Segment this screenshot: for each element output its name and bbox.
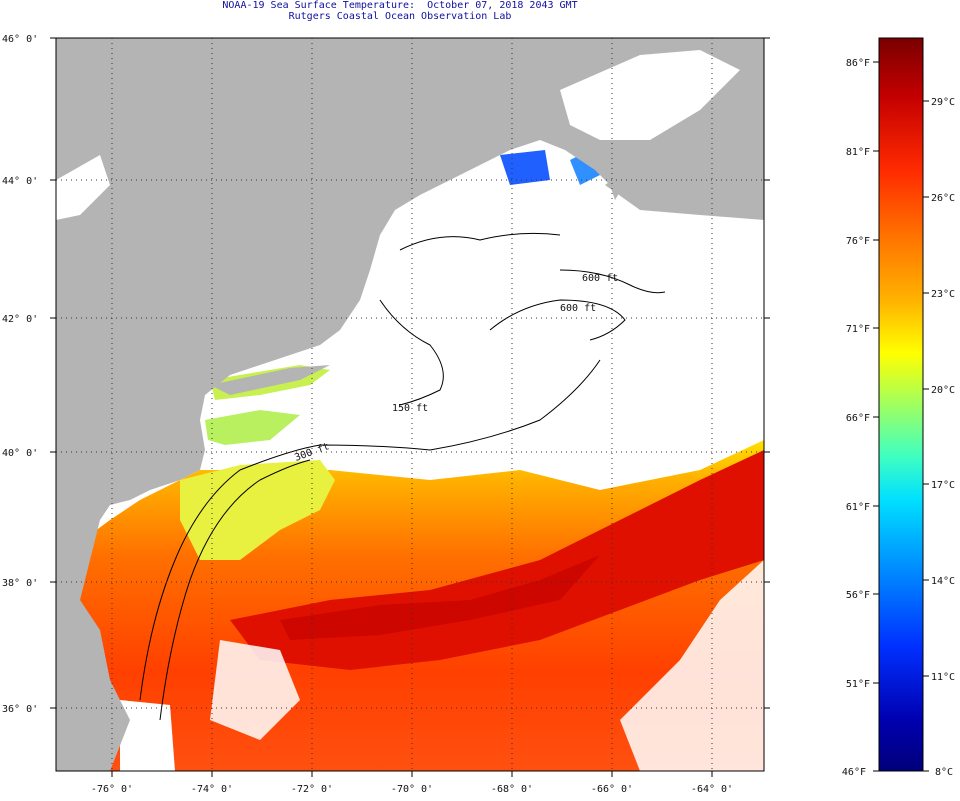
lat-label: 38° 0' (2, 578, 38, 589)
colorbar-c-label: 26°C (931, 193, 955, 204)
lat-label: 36° 0' (2, 704, 38, 715)
lat-label: 42° 0' (2, 314, 38, 325)
colorbar-c-label: 29°C (931, 97, 955, 108)
colorbar-f-label: 71°F (846, 324, 870, 335)
lon-label: -74° 0' (191, 784, 233, 795)
isobath-label: 600 ft (582, 273, 618, 284)
colorbar-ticks (873, 61, 929, 772)
colorbar-f-label: 46°F (842, 767, 866, 778)
isobath-label: 600 ft (560, 303, 596, 314)
colorbar-f-label: 81°F (846, 147, 870, 158)
colorbar-f-label: 76°F (846, 236, 870, 247)
graticule (56, 38, 764, 771)
colorbar-f-label: 66°F (846, 413, 870, 424)
colorbar-c-label: 11°C (931, 672, 955, 683)
lon-label: -76° 0' (91, 784, 133, 795)
colorbar-c-label: 23°C (931, 289, 955, 300)
lon-label: -68° 0' (491, 784, 533, 795)
colorbar-f-label: 56°F (846, 590, 870, 601)
lon-label: -66° 0' (591, 784, 633, 795)
map-frame (55, 37, 765, 772)
shelf-water (180, 460, 335, 560)
long-island (210, 365, 330, 395)
colorbar-c-label: 17°C (931, 480, 955, 491)
nova-scotia (605, 110, 764, 220)
lat-label: 46° 0' (2, 34, 38, 45)
map-title: NOAA-19 Sea Surface Temperature: October… (222, 0, 578, 11)
colorbar-f-label: 51°F (846, 679, 870, 690)
lat-label: 40° 0' (2, 448, 38, 459)
isobath-contours (139, 232, 666, 721)
colorbar-c-label: 8°C (935, 767, 953, 778)
axis-ticks (50, 37, 770, 777)
colorbar-f-label: 61°F (846, 502, 870, 513)
colorbar-c-label: 14°C (931, 576, 955, 587)
lon-label: -70° 0' (391, 784, 433, 795)
lon-label: -72° 0' (291, 784, 333, 795)
lat-label: 44° 0' (2, 176, 38, 187)
map-subtitle: Rutgers Coastal Ocean Observation Lab (288, 11, 512, 22)
colorbar-c-label: 20°C (931, 385, 955, 396)
colorbar (878, 37, 924, 772)
isobath-label: 150 ft (392, 403, 428, 414)
colorbar-f-label: 86°F (846, 58, 870, 69)
land-north (56, 38, 764, 720)
lon-label: -64° 0' (691, 784, 733, 795)
